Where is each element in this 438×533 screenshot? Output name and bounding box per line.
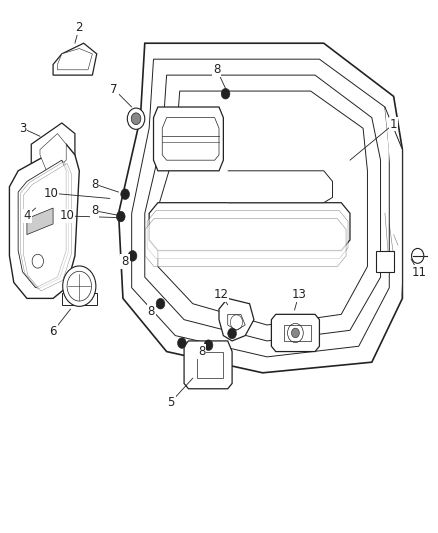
Text: 10: 10 <box>43 187 58 200</box>
Circle shape <box>291 328 299 338</box>
Polygon shape <box>53 43 97 75</box>
Circle shape <box>228 328 237 339</box>
Text: 1: 1 <box>390 118 397 131</box>
Text: 13: 13 <box>291 288 306 301</box>
Circle shape <box>117 211 125 222</box>
Polygon shape <box>149 203 350 251</box>
Polygon shape <box>132 59 389 357</box>
Circle shape <box>177 338 186 349</box>
Polygon shape <box>57 49 92 70</box>
Text: 10: 10 <box>60 209 74 222</box>
Polygon shape <box>27 208 53 235</box>
Circle shape <box>128 251 137 261</box>
Polygon shape <box>385 107 403 298</box>
Circle shape <box>121 189 130 199</box>
Polygon shape <box>228 314 245 330</box>
Text: 12: 12 <box>213 288 228 301</box>
Text: 3: 3 <box>19 122 26 135</box>
Polygon shape <box>197 352 223 378</box>
Polygon shape <box>184 341 232 389</box>
Circle shape <box>131 113 141 125</box>
Polygon shape <box>228 171 332 203</box>
Text: 8: 8 <box>213 63 220 76</box>
Polygon shape <box>23 164 71 291</box>
Circle shape <box>156 298 165 309</box>
Polygon shape <box>219 298 254 341</box>
Text: 8: 8 <box>91 204 98 217</box>
Text: 8: 8 <box>198 345 205 358</box>
Polygon shape <box>153 107 223 171</box>
Polygon shape <box>145 75 381 341</box>
Polygon shape <box>20 161 68 289</box>
Polygon shape <box>285 325 311 341</box>
Text: 8: 8 <box>148 305 155 318</box>
Polygon shape <box>31 123 75 181</box>
Circle shape <box>63 266 96 306</box>
Polygon shape <box>162 118 219 160</box>
Polygon shape <box>376 251 394 272</box>
Polygon shape <box>145 219 346 266</box>
Circle shape <box>221 88 230 99</box>
Text: 6: 6 <box>49 325 57 338</box>
Text: 4: 4 <box>23 209 31 222</box>
Polygon shape <box>18 160 66 288</box>
Polygon shape <box>158 91 367 325</box>
Text: 8: 8 <box>91 177 98 191</box>
Polygon shape <box>40 134 66 176</box>
Circle shape <box>127 108 145 130</box>
Text: 8: 8 <box>121 255 129 268</box>
Circle shape <box>412 248 424 263</box>
Text: 5: 5 <box>167 395 175 409</box>
Polygon shape <box>272 314 319 352</box>
Circle shape <box>32 254 43 268</box>
Text: 7: 7 <box>110 83 118 96</box>
Text: 11: 11 <box>411 266 427 279</box>
Polygon shape <box>119 43 403 373</box>
Circle shape <box>204 340 213 351</box>
Polygon shape <box>62 293 97 305</box>
Polygon shape <box>10 144 79 298</box>
Polygon shape <box>147 211 348 259</box>
Text: 2: 2 <box>75 21 83 34</box>
